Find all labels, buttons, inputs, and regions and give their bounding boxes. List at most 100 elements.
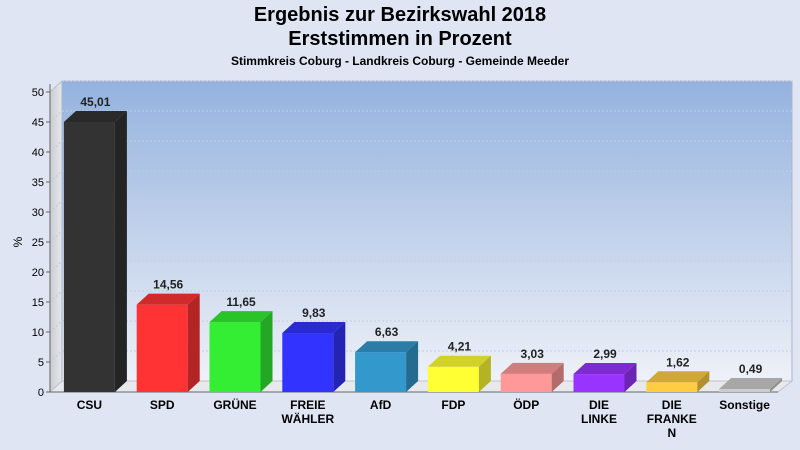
bar-top bbox=[63, 110, 127, 122]
chart-subtitle: Erststimmen in Prozent bbox=[288, 28, 512, 50]
chart-title: Ergebnis zur Bezirkswahl 2018 bbox=[253, 4, 547, 26]
y-tick-label: 30 bbox=[32, 207, 44, 219]
bar bbox=[500, 362, 564, 392]
bar bbox=[282, 322, 346, 392]
bar-side bbox=[114, 110, 127, 392]
gridline-side bbox=[49, 290, 63, 303]
chart-caption: Stimmkreis Coburg - Landkreis Coburg - G… bbox=[230, 54, 570, 68]
category-label: Sonstige bbox=[719, 398, 770, 412]
value-labels: 45,01 14,56 11,65 9,83 6,63 4,21 3,03 2,99 1,62 0… bbox=[80, 95, 762, 376]
bar bbox=[209, 311, 273, 392]
bar-front bbox=[355, 352, 407, 392]
bar bbox=[719, 378, 783, 392]
bar bbox=[63, 110, 127, 392]
bar-front bbox=[719, 389, 771, 392]
gridlines bbox=[49, 80, 792, 363]
category-label-line: FRANKE bbox=[647, 412, 697, 426]
gridline-side bbox=[49, 170, 63, 183]
bar-front bbox=[427, 366, 479, 392]
bar-top bbox=[719, 378, 783, 390]
category-label-line: N bbox=[667, 426, 676, 440]
category-label: FREIE WÄHLER bbox=[281, 398, 334, 426]
bar-front bbox=[209, 322, 261, 392]
category-label: GRÜNE bbox=[213, 397, 256, 412]
bar-side bbox=[260, 311, 273, 392]
gridline-side bbox=[49, 200, 63, 213]
category-label-line: DIE bbox=[662, 398, 682, 412]
bar-side bbox=[478, 355, 491, 392]
category-label-line: FDP bbox=[441, 398, 465, 412]
bar-value-label: 14,56 bbox=[153, 278, 183, 292]
bar-side bbox=[333, 322, 346, 392]
y-tick-label: 35 bbox=[32, 177, 44, 189]
y-tick-label: 0 bbox=[38, 387, 44, 399]
y-tick-label: 40 bbox=[32, 147, 44, 159]
category-label: DIE FRANKE N bbox=[647, 398, 697, 440]
category-label: FDP bbox=[441, 398, 465, 412]
bar-front bbox=[136, 304, 188, 392]
gridline-side bbox=[49, 260, 63, 273]
bar-front bbox=[500, 373, 552, 392]
bar-top bbox=[355, 341, 419, 353]
bar bbox=[136, 293, 200, 392]
y-tick-label: 45 bbox=[32, 117, 44, 129]
category-label-line: WÄHLER bbox=[281, 411, 334, 426]
bar-value-label: 2,99 bbox=[593, 347, 617, 361]
bar-front bbox=[646, 382, 698, 392]
category-label: SPD bbox=[150, 398, 175, 412]
bar-value-label: 6,63 bbox=[375, 325, 399, 339]
bar-value-label: 4,21 bbox=[448, 340, 472, 354]
bar-top bbox=[209, 311, 273, 323]
gridline-side bbox=[49, 80, 63, 93]
bar-value-label: 9,83 bbox=[302, 306, 326, 320]
category-label-line: AfD bbox=[370, 398, 392, 412]
bar-front bbox=[573, 374, 625, 392]
bar-side bbox=[770, 378, 783, 392]
bar-top bbox=[500, 362, 564, 374]
bar-top bbox=[427, 355, 491, 367]
category-label: ÖDP bbox=[513, 397, 539, 412]
bar-front bbox=[63, 121, 115, 392]
y-tick-label: 50 bbox=[32, 87, 44, 99]
category-label-line: ÖDP bbox=[513, 397, 539, 412]
gridline-side bbox=[49, 140, 63, 153]
y-tick-label: 10 bbox=[32, 327, 44, 339]
category-label-line: GRÜNE bbox=[213, 397, 256, 412]
bar-value-label: 11,65 bbox=[226, 295, 256, 309]
y-tick-label: 15 bbox=[32, 297, 44, 309]
category-label-line: FREIE bbox=[290, 398, 325, 412]
bar-side bbox=[624, 363, 637, 392]
bar-top bbox=[282, 322, 346, 334]
bar-top bbox=[646, 371, 710, 383]
bar-side bbox=[187, 293, 200, 392]
bar-front bbox=[282, 333, 334, 392]
y-tick-label: 25 bbox=[32, 237, 44, 249]
gridline-side bbox=[49, 350, 63, 363]
bar-side bbox=[551, 362, 564, 392]
bar-value-label: 0,49 bbox=[739, 362, 763, 376]
bar bbox=[355, 341, 419, 392]
gridline-side bbox=[49, 320, 63, 333]
category-label: AfD bbox=[370, 398, 392, 412]
category-label-line: CSU bbox=[77, 398, 102, 412]
y-tick-label: 5 bbox=[38, 357, 44, 369]
bars bbox=[63, 110, 783, 392]
bar-top bbox=[136, 293, 200, 305]
bar bbox=[427, 355, 491, 392]
category-label-line: SPD bbox=[150, 398, 175, 412]
category-label-line: LINKE bbox=[581, 412, 617, 426]
category-label: DIE LINKE bbox=[581, 398, 617, 426]
bar-top bbox=[573, 363, 637, 375]
gridline-side bbox=[49, 110, 63, 123]
bar bbox=[573, 363, 637, 392]
bar-side bbox=[697, 371, 710, 392]
category-label-line: DIE bbox=[589, 398, 609, 412]
bar-value-label: 3,03 bbox=[521, 347, 545, 361]
y-axis-label: % bbox=[11, 236, 25, 247]
bar-value-label: 45,01 bbox=[80, 95, 110, 109]
category-label: CSU bbox=[77, 398, 102, 412]
gridline-side bbox=[49, 230, 63, 243]
bar bbox=[646, 371, 710, 392]
